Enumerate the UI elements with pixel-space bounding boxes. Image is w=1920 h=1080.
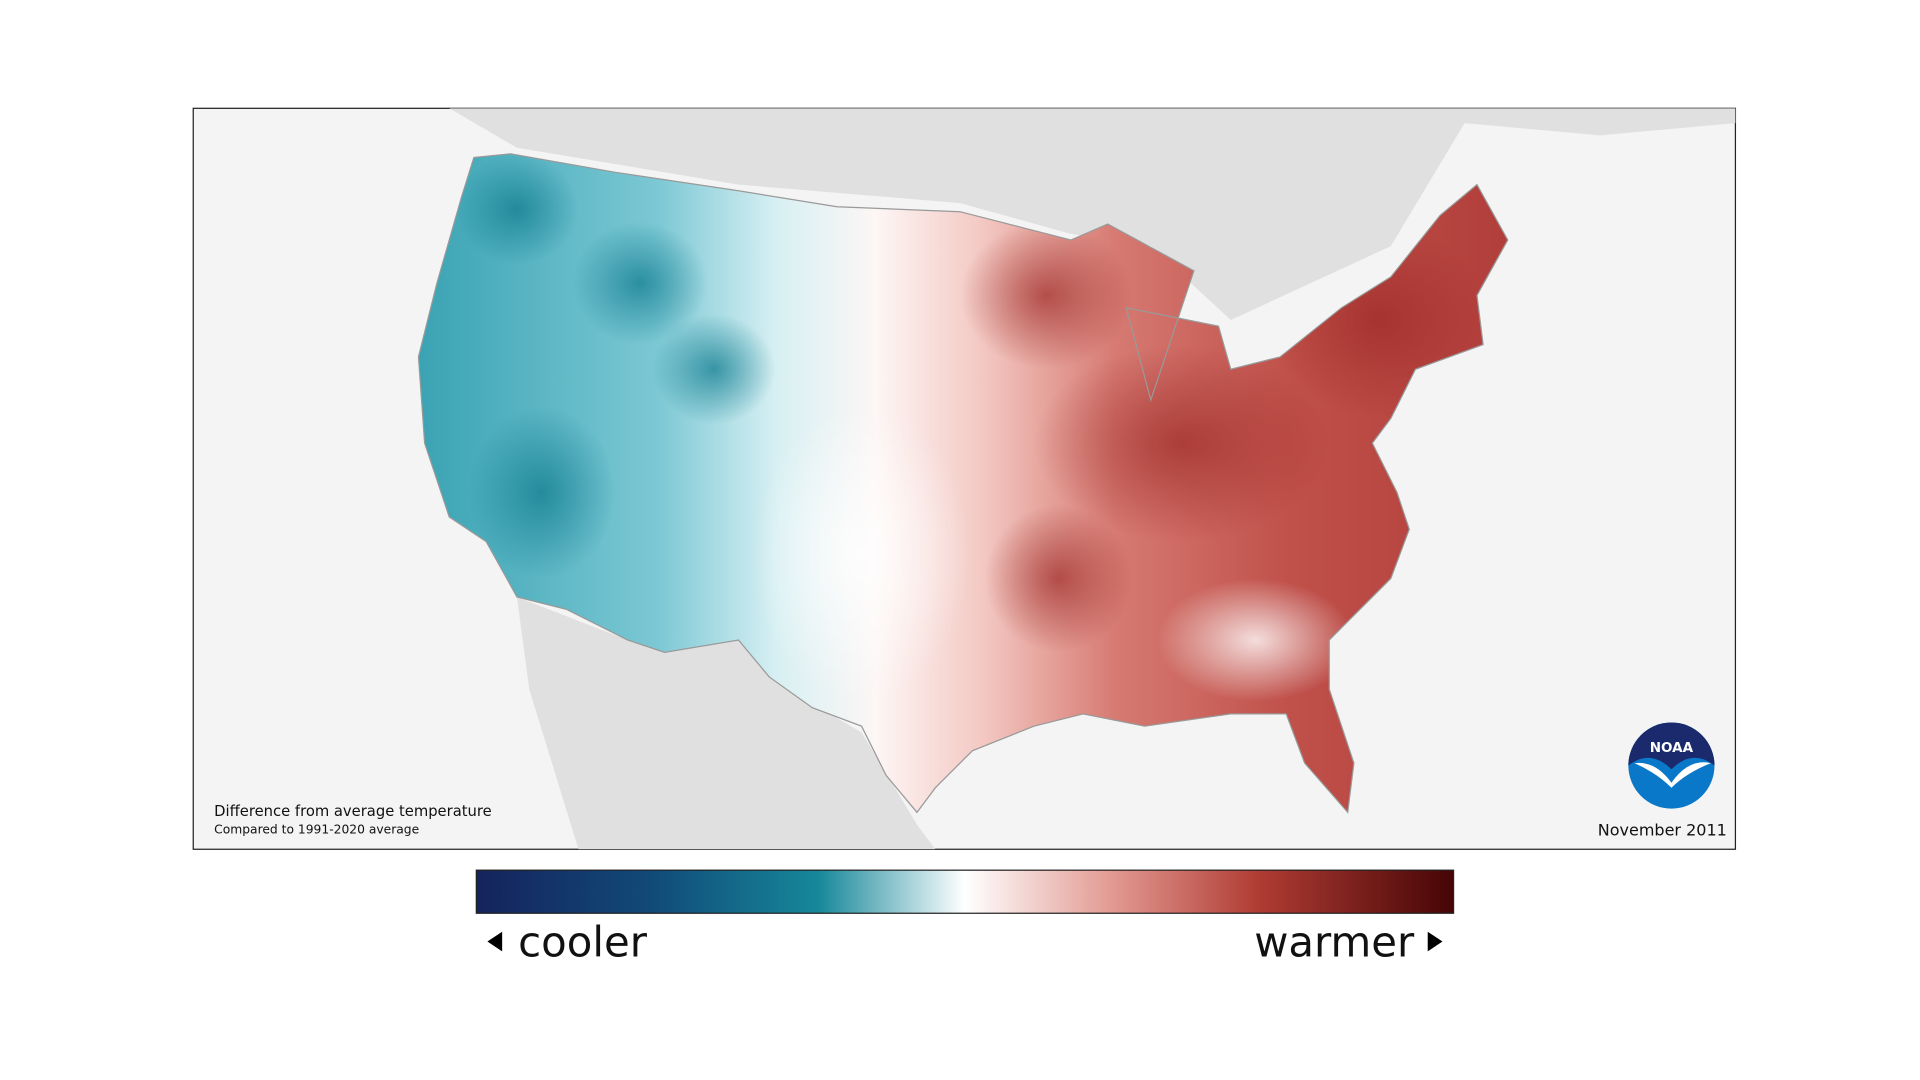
- subcaption: Compared to 1991-2020 average: [214, 822, 419, 836]
- legend-bar: [475, 869, 1455, 914]
- caption: Difference from average temperature: [214, 803, 492, 820]
- date: November 2011: [1598, 821, 1727, 840]
- mexico: [516, 596, 936, 850]
- neighbors: [449, 108, 1736, 850]
- legend-low-label: cooler: [518, 917, 648, 966]
- logo-text: NOAA: [1650, 740, 1694, 756]
- noaa-logo: NOAA: [1628, 722, 1715, 809]
- warmer-arrow: [1427, 931, 1443, 952]
- map: Difference from average temperature Comp…: [192, 107, 1737, 966]
- legend-high-label: warmer: [1254, 917, 1415, 966]
- cooler-arrow: [487, 931, 503, 952]
- canada: [449, 108, 1736, 321]
